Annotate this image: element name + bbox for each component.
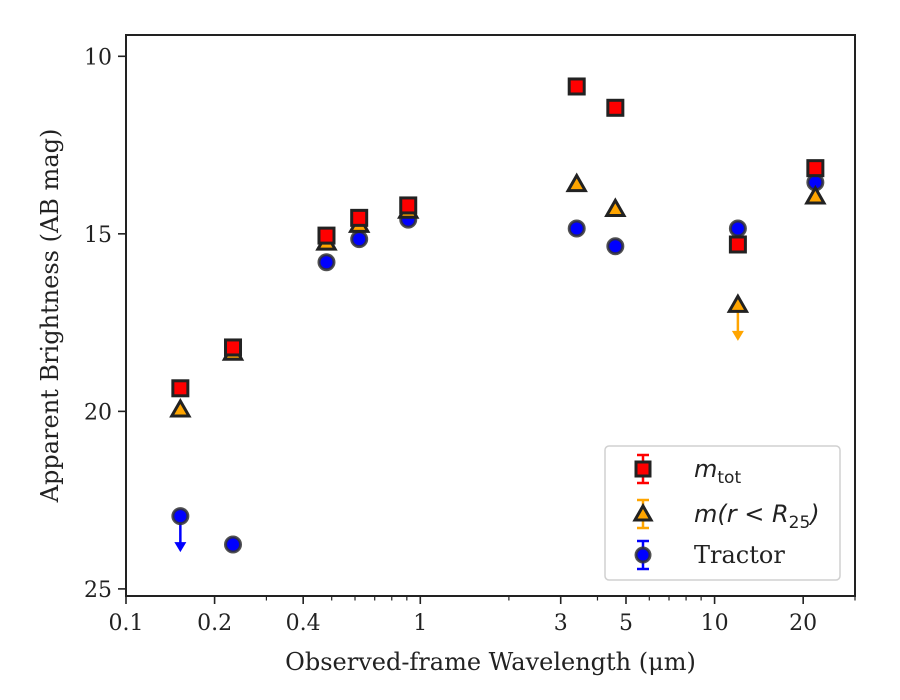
x-tick-label: 0.2 xyxy=(197,611,232,636)
triangle-marker xyxy=(726,293,750,313)
y-tick-label: 25 xyxy=(84,578,112,603)
x-tick-label: 0.4 xyxy=(286,611,321,636)
circle-marker xyxy=(317,253,336,272)
circle-marker xyxy=(634,546,652,564)
square-marker xyxy=(224,338,243,357)
square-marker xyxy=(567,77,586,96)
square-marker xyxy=(171,379,190,398)
legend-label: mtot xyxy=(694,455,741,488)
circle-marker xyxy=(567,219,586,238)
square-marker xyxy=(728,235,747,254)
triangle-marker xyxy=(804,184,827,205)
circle-marker xyxy=(224,535,243,554)
square-marker xyxy=(606,98,625,117)
series-triangle xyxy=(169,172,827,418)
x-tick-label: 10 xyxy=(701,611,729,636)
circle-marker xyxy=(606,237,625,256)
x-tick-label: 0.1 xyxy=(109,611,144,636)
upper-limit-arrowhead xyxy=(174,542,187,553)
triangle-marker xyxy=(565,172,588,193)
legend: mtot m(r < R25) Tractor xyxy=(604,445,841,581)
y-axis-label: Apparent Brightness (AB mag) xyxy=(36,129,64,504)
circle-marker xyxy=(171,507,190,526)
y-tick-label: 10 xyxy=(84,45,112,70)
legend-box xyxy=(604,445,841,581)
y-tick-label: 15 xyxy=(84,223,112,248)
triangle-marker xyxy=(632,502,654,522)
legend-label: Tractor xyxy=(694,541,785,569)
square-marker xyxy=(634,460,652,478)
plot-frame xyxy=(125,34,856,597)
x-tick-label: 5 xyxy=(619,611,633,636)
square-marker xyxy=(350,208,369,227)
triangle-marker xyxy=(604,197,627,217)
circle-marker xyxy=(728,219,747,238)
x-tick-label: 1 xyxy=(413,611,427,636)
x-tick-label: 20 xyxy=(789,611,817,636)
circle-marker xyxy=(350,230,369,249)
x-tick-label: 3 xyxy=(554,611,568,636)
square-marker xyxy=(317,226,336,245)
plot-area xyxy=(169,77,827,554)
x-axis-label: Observed-frame Wavelength (μm) xyxy=(285,648,696,676)
triangle-marker xyxy=(169,397,192,418)
axes: 0.1 0.2 0.4 1 3 5 10 20 10 15 20 25 xyxy=(84,34,856,636)
series-square xyxy=(171,77,825,398)
square-marker xyxy=(399,196,418,215)
y-tick-label: 20 xyxy=(84,400,112,425)
legend-label: m(r < R25) xyxy=(694,500,820,533)
upper-limit-arrowhead xyxy=(731,330,744,341)
square-marker xyxy=(806,159,825,178)
